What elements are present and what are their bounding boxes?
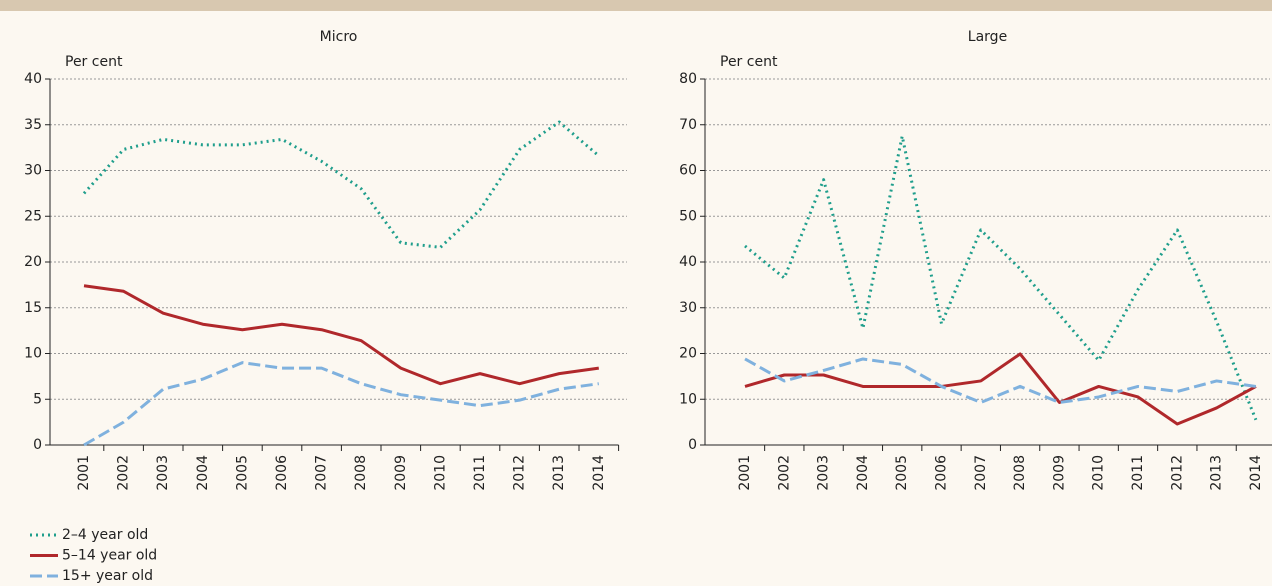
y-axis-label: Per cent — [720, 54, 778, 70]
x-tick-label: 2002 — [116, 455, 132, 491]
legend-label: 15+ year old — [62, 568, 153, 584]
y-tick-label: 15 — [24, 300, 42, 316]
x-tick-label: 2012 — [1169, 455, 1185, 491]
x-tick-label: 2005 — [894, 455, 910, 491]
x-tick-label: 2007 — [314, 455, 330, 491]
x-tick-label: 2004 — [855, 455, 871, 491]
line-series — [82, 120, 600, 249]
top-band — [0, 0, 1272, 11]
y-tick-label: 20 — [679, 346, 697, 362]
y-tick-label: 70 — [679, 117, 697, 133]
y-tick-label: 40 — [679, 254, 697, 270]
x-tick-label: 2013 — [1209, 455, 1225, 491]
x-tick-label: 2001 — [737, 455, 753, 491]
y-axis-label: Per cent — [65, 54, 123, 70]
chart-title: Large — [968, 29, 1007, 45]
line-series — [744, 134, 1258, 421]
line-series — [744, 357, 1257, 404]
x-tick-label: 2009 — [1051, 455, 1067, 491]
x-tick-label: 2014 — [591, 455, 607, 491]
line-series — [83, 361, 600, 447]
y-tick-label: 0 — [688, 437, 697, 453]
x-tick-label: 2005 — [234, 455, 250, 491]
x-tick-label: 2013 — [551, 455, 567, 491]
line-series — [744, 352, 1257, 426]
legend-label: 2–4 year old — [62, 527, 148, 543]
x-tick-label: 2004 — [195, 455, 211, 491]
y-tick-label: 30 — [24, 163, 42, 179]
y-tick-label: 10 — [24, 346, 42, 362]
x-tick-label: 2003 — [155, 455, 171, 491]
x-tick-label: 2006 — [934, 455, 950, 491]
x-tick-label: 2001 — [76, 455, 92, 491]
line-series — [83, 284, 600, 386]
x-tick-label: 2010 — [1091, 455, 1107, 491]
chart-title: Micro — [320, 29, 358, 45]
x-tick-label: 2011 — [472, 455, 488, 491]
y-tick-label: 25 — [24, 208, 42, 224]
legend-label: 5–14 year old — [62, 548, 157, 564]
x-tick-label: 2008 — [1012, 455, 1028, 491]
x-tick-label: 2002 — [776, 455, 792, 491]
y-tick-label: 10 — [679, 391, 697, 407]
y-tick-label: 50 — [679, 208, 697, 224]
x-tick-label: 2006 — [274, 455, 290, 491]
y-tick-label: 5 — [33, 391, 42, 407]
y-tick-label: 60 — [679, 163, 697, 179]
y-tick-label: 40 — [24, 71, 42, 87]
x-tick-label: 2012 — [512, 455, 528, 491]
x-tick-label: 2003 — [816, 455, 832, 491]
y-tick-label: 80 — [679, 71, 697, 87]
y-tick-label: 20 — [24, 254, 42, 270]
y-tick-label: 35 — [24, 117, 42, 133]
x-tick-label: 2014 — [1248, 455, 1264, 491]
y-tick-label: 0 — [33, 437, 42, 453]
x-tick-label: 2010 — [432, 455, 448, 491]
x-tick-label: 2007 — [973, 455, 989, 491]
x-tick-label: 2011 — [1130, 455, 1146, 491]
x-tick-label: 2009 — [393, 455, 409, 491]
x-tick-label: 2008 — [353, 455, 369, 491]
y-tick-label: 30 — [679, 300, 697, 316]
